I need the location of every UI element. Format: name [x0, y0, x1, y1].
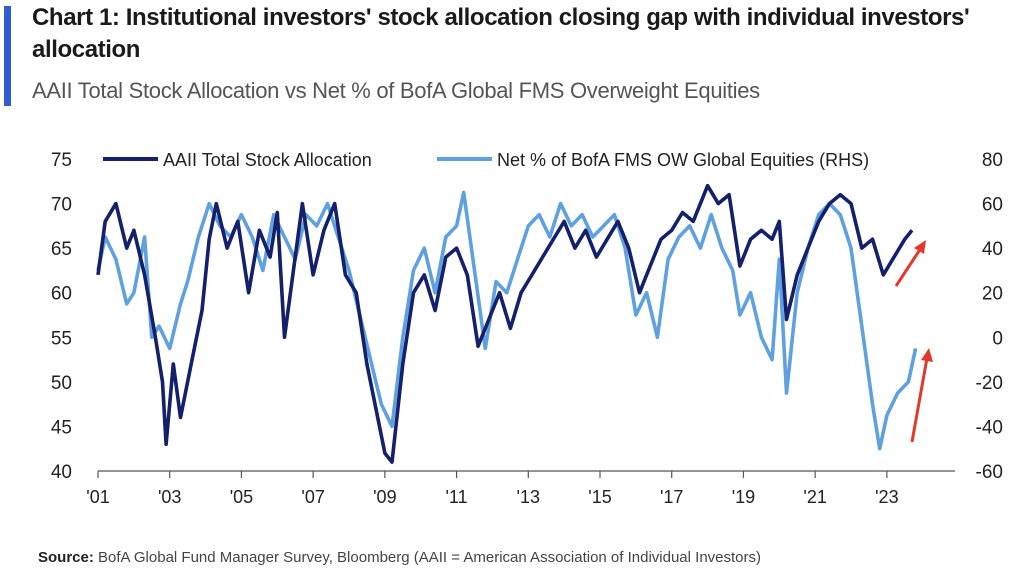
right-y-axis: -60 -40 -20 0 20 40 60 80 — [976, 150, 1003, 483]
chart-subtitle: AAII Total Stock Allocation vs Net % of … — [32, 78, 760, 103]
source-note: Source: BofA Global Fund Manager Survey,… — [38, 549, 761, 566]
x-tick-label: '21 — [803, 487, 826, 507]
series-line-aaii — [96, 183, 914, 464]
left-y-tick-label: 70 — [51, 195, 72, 216]
left-y-tick-label: 65 — [51, 239, 72, 260]
left-y-tick-label: 60 — [51, 284, 72, 305]
left-y-tick-label: 40 — [51, 462, 72, 483]
arrow-up-fms — [910, 357, 929, 443]
x-tick-label: '13 — [517, 487, 540, 507]
right-y-tick-label: 40 — [982, 239, 1003, 260]
x-tick-label: '05 — [230, 487, 253, 507]
series-layer — [96, 183, 918, 464]
left-y-axis: 40 45 50 55 60 65 70 75 — [51, 150, 72, 483]
legend-label-fms: Net % of BofA FMS OW Global Equities (RH… — [497, 150, 869, 170]
arrow-head-fms — [921, 348, 933, 362]
x-tick-label: '23 — [875, 487, 898, 507]
right-y-tick-label: 60 — [982, 195, 1003, 216]
x-tick-label: '09 — [373, 487, 396, 507]
arrow-head-aaii — [914, 240, 926, 254]
source-text: BofA Global Fund Manager Survey, Bloombe… — [98, 549, 762, 566]
x-tick-label: '17 — [660, 487, 683, 507]
annotation-arrows — [894, 240, 933, 443]
legend: AAII Total Stock Allocation Net % of Bof… — [103, 150, 869, 170]
right-y-tick-label: -40 — [976, 417, 1003, 438]
right-y-tick-label: 80 — [982, 150, 1003, 171]
right-y-tick-label: 20 — [982, 284, 1003, 305]
left-y-tick-label: 45 — [51, 417, 72, 438]
x-tick-label: '07 — [301, 487, 324, 507]
right-y-tick-label: 0 — [992, 328, 1003, 349]
right-y-tick-label: -60 — [976, 462, 1003, 483]
x-tick-label: '01 — [86, 487, 109, 507]
title-accent-bar — [4, 6, 11, 106]
left-y-tick-label: 50 — [51, 373, 72, 394]
x-tick-label: '11 — [446, 487, 468, 507]
right-y-tick-label: -20 — [976, 373, 1003, 394]
x-axis: '01 '03 '05 '07 '09 '11 '13 '15 '17 '19 '21 '23 — [86, 471, 899, 507]
source-label: Source: — [38, 549, 94, 566]
left-y-tick-label: 75 — [51, 150, 72, 171]
chart-title: Chart 1: Institutional investors' stock … — [32, 4, 970, 63]
arrow-up-aaii — [894, 247, 923, 287]
x-tick-label: '19 — [732, 487, 755, 507]
left-y-tick-label: 55 — [51, 328, 72, 349]
x-tick-label: '03 — [158, 487, 181, 507]
x-tick-label: '15 — [588, 487, 611, 507]
legend-label-aaii: AAII Total Stock Allocation — [163, 150, 372, 170]
